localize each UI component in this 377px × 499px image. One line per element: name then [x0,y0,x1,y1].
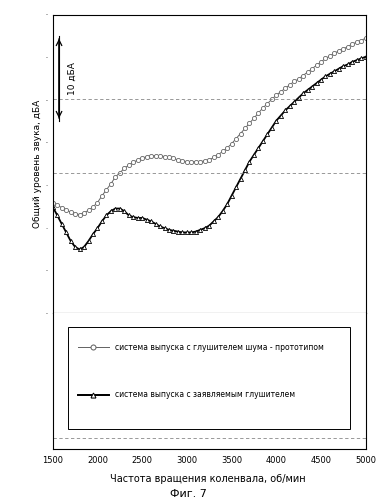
Text: 2000: 2000 [87,456,108,465]
Text: 10 дБА: 10 дБА [68,62,77,95]
Text: система выпуска с заявляемым глушителем: система выпуска с заявляемым глушителем [115,390,296,399]
Text: 4000: 4000 [266,456,287,465]
Y-axis label: Общий уровень звука, дБА: Общий уровень звука, дБА [33,100,42,229]
Text: 1500: 1500 [42,456,63,465]
Text: система выпуска с глушителем шума - прототипом: система выпуска с глушителем шума - прот… [115,343,324,352]
Text: Частота вращения коленвала, об/мин: Частота вращения коленвала, об/мин [110,474,305,484]
Bar [69,327,350,429]
Text: 3500: 3500 [221,456,242,465]
Text: 5000: 5000 [355,456,376,465]
Text: 4500: 4500 [311,456,331,465]
Text: Фиг. 7: Фиг. 7 [170,489,207,499]
Text: 2500: 2500 [132,456,153,465]
Text: 3000: 3000 [176,456,198,465]
